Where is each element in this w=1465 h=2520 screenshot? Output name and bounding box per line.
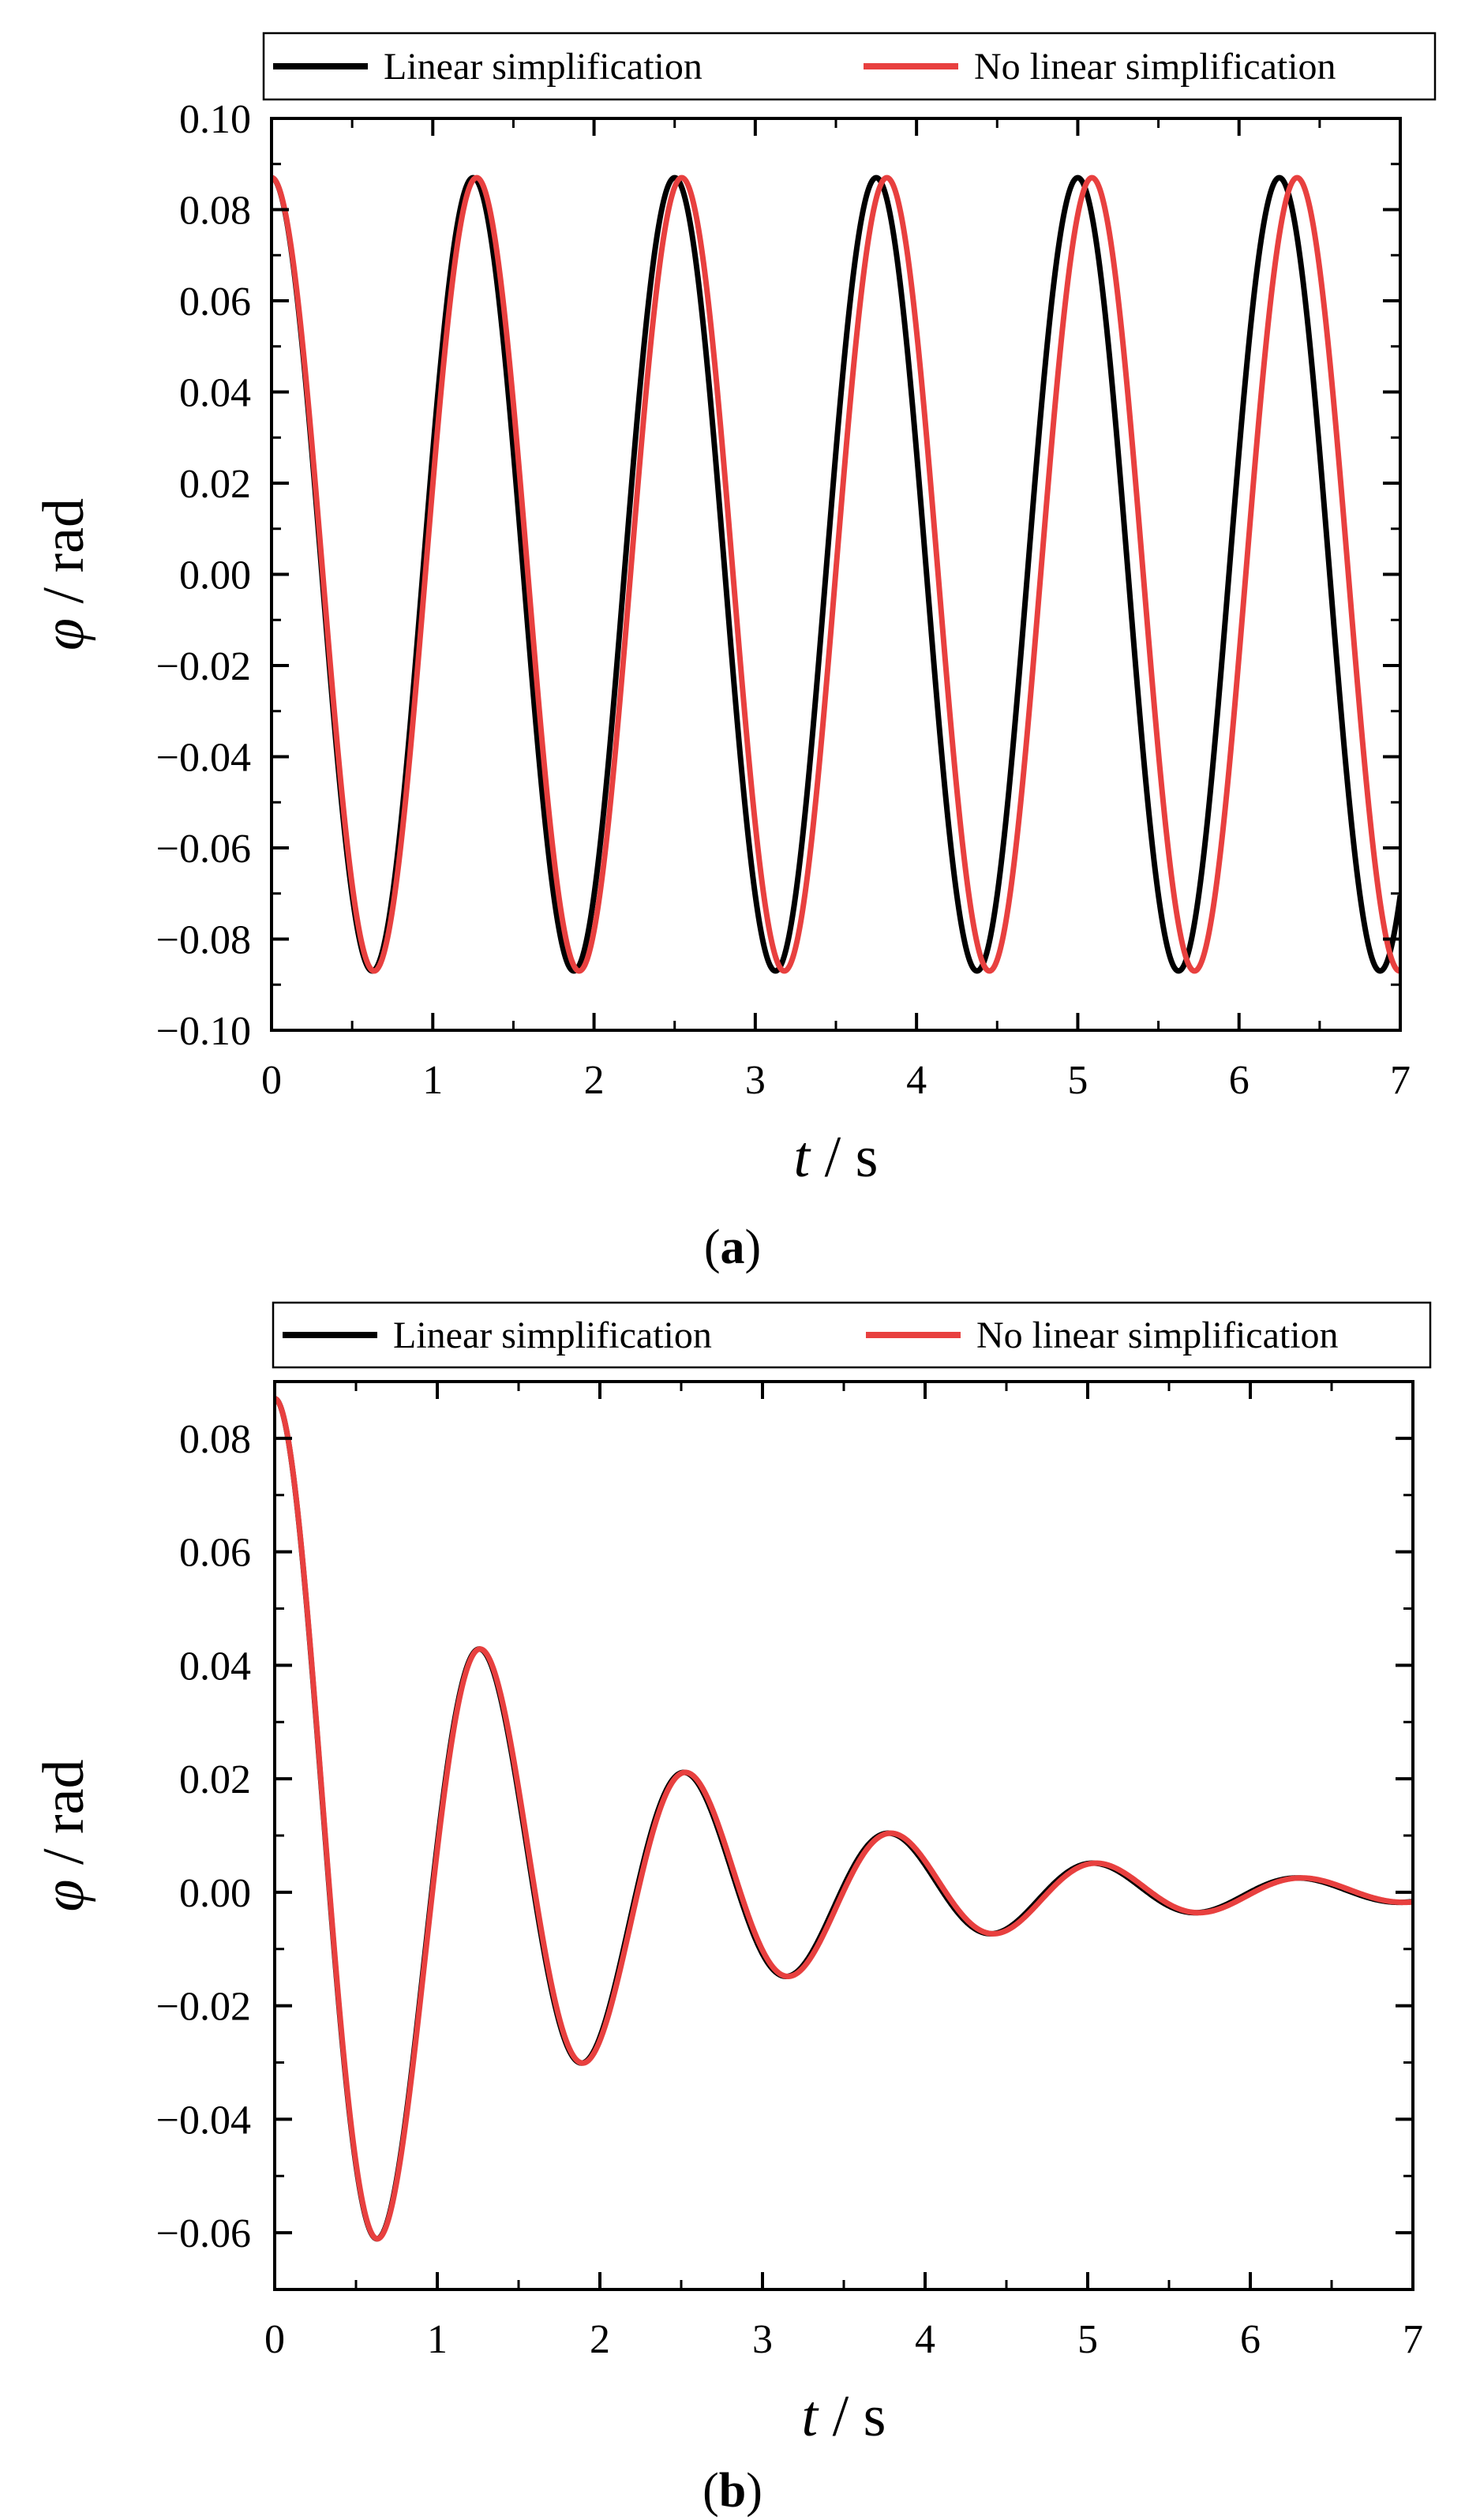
y-tick-label: −0.06: [156, 2211, 251, 2256]
y-tick-label: 0.08: [179, 1417, 251, 1462]
y-tick-label: 0.00: [179, 1871, 251, 1916]
x-tick-label: 7: [1403, 2317, 1423, 2362]
x-tick-label: 0: [264, 2317, 285, 2362]
y-tick-label: 0.04: [179, 371, 251, 416]
x-tick-label: 4: [906, 1058, 927, 1103]
series-line-no-linear: [272, 174, 1400, 974]
panel-label-close: ): [746, 2464, 762, 2518]
y-tick-label: 0.00: [179, 553, 251, 598]
y-tick-label: 0.10: [179, 97, 251, 142]
panel-label: (b): [703, 2464, 762, 2518]
panel-label-close: ): [745, 1221, 762, 1274]
y-axis-title: φ / rad: [32, 1760, 96, 1912]
y-axis-variable: φ: [32, 618, 96, 651]
legend-label-linear: Linear simplification: [393, 1314, 712, 1356]
panel-label-open: (: [703, 2464, 719, 2518]
legend-label-no-linear: No linear simplification: [974, 46, 1336, 88]
y-tick-label: 0.06: [179, 1531, 251, 1576]
y-tick-label: −0.02: [156, 1985, 251, 2030]
y-tick-label: 0.08: [179, 189, 251, 234]
legend-box: [262, 32, 1437, 101]
x-axis-title: t / s: [802, 2384, 886, 2449]
chart-panel-a: 0 1 2 3 4 5 6 7 −0.10 −0.08 −0.06 −0.04 −0.02 0.00 0.0…: [32, 32, 1437, 1274]
panel-label: (a): [704, 1221, 761, 1274]
chart-panel-b: 0 1 2 3 4 5 6 7 −0.06 −0.04 −0.02 0.00 0.02 0.04 0.06 0…: [32, 1301, 1432, 2518]
y-tick-label: −0.06: [156, 827, 251, 872]
x-tick-label: 7: [1390, 1058, 1411, 1103]
x-tick-label: 0: [261, 1058, 282, 1103]
x-tick-label: 5: [1067, 1058, 1088, 1103]
x-tick-label: 3: [752, 2317, 773, 2362]
x-tick-label: 5: [1077, 2317, 1098, 2362]
x-axis-variable: t: [802, 2384, 820, 2449]
y-axis-variable: φ: [32, 1880, 96, 1912]
series-line-linear: [272, 174, 1400, 974]
y-tick-label: −0.08: [156, 918, 251, 963]
x-tick-label: 1: [422, 1058, 443, 1103]
x-tick-label: 1: [427, 2317, 448, 2362]
plot-frame: [273, 1380, 1414, 2291]
legend-box: [272, 1301, 1432, 1369]
y-tick-label: 0.06: [179, 279, 251, 324]
panel-label-letter: a: [721, 1221, 745, 1274]
panel-label-letter: b: [719, 2464, 746, 2518]
y-tick-label: 0.04: [179, 1644, 251, 1689]
x-axis-unit: / s: [810, 1125, 878, 1190]
y-axis-unit: / rad: [32, 1760, 96, 1880]
y-axis-title: φ / rad: [32, 498, 96, 651]
series-line-linear: [275, 1396, 1413, 2242]
y-tick-label: 0.02: [179, 1757, 251, 1802]
x-axis-variable: t: [794, 1125, 812, 1190]
series-line-no-linear: [275, 1396, 1413, 2242]
legend-label-no-linear: No linear simplification: [976, 1314, 1339, 1356]
legend: Linear simplification No linear simplific…: [272, 1301, 1432, 1369]
x-axis-title: t / s: [794, 1125, 879, 1190]
x-tick-label: 4: [915, 2317, 935, 2362]
x-tick-label: 2: [584, 1058, 605, 1103]
y-tick-label: 0.02: [179, 462, 251, 507]
y-tick-label: −0.10: [156, 1009, 251, 1054]
y-axis-unit: / rad: [32, 498, 96, 618]
panel-label-open: (: [704, 1221, 721, 1274]
y-tick-label: −0.02: [156, 644, 251, 689]
y-tick-label: −0.04: [156, 736, 251, 781]
y-tick-label: −0.04: [156, 2098, 251, 2143]
x-tick-label: 2: [590, 2317, 610, 2362]
x-axis-unit: / s: [818, 2384, 886, 2449]
legend-label-linear: Linear simplification: [384, 46, 703, 88]
x-tick-label: 6: [1229, 1058, 1250, 1103]
legend: Linear simplification No linear simplific…: [262, 32, 1437, 101]
x-tick-label: 3: [745, 1058, 766, 1103]
x-tick-label: 6: [1240, 2317, 1261, 2362]
